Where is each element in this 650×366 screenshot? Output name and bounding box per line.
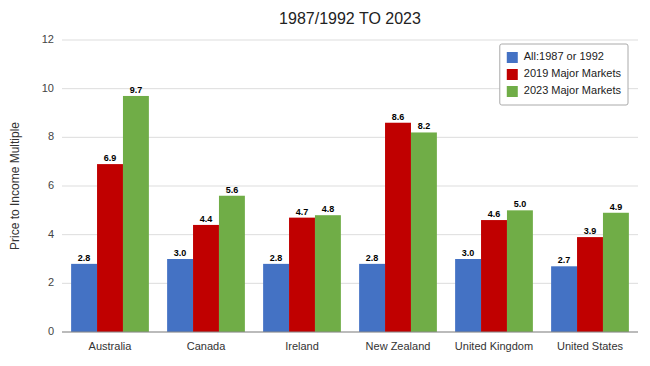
grid-line (62, 332, 638, 333)
x-axis-line (62, 332, 638, 333)
x-tick-label: Ireland (285, 340, 319, 352)
bar (219, 196, 245, 332)
y-tick-label: 8 (48, 130, 54, 142)
legend-swatch (507, 52, 518, 63)
data-label: 9.7 (130, 85, 143, 95)
data-label: 4.6 (488, 209, 501, 219)
x-tick-label: Australia (89, 340, 133, 352)
data-label: 3.0 (462, 248, 475, 258)
bar (167, 259, 193, 332)
bar (193, 225, 219, 332)
legend-label: All:1987 or 1992 (524, 50, 604, 62)
x-tick-label: New Zealand (366, 340, 431, 352)
data-label: 5.0 (514, 199, 527, 209)
bar (603, 213, 629, 332)
bar (411, 132, 437, 332)
x-tick-label: Canada (187, 340, 226, 352)
legend-swatch (507, 69, 518, 80)
bar (507, 210, 533, 332)
data-label: 2.7 (558, 255, 571, 265)
bar (71, 264, 97, 332)
legend-swatch (507, 86, 518, 97)
x-tick-label: United States (557, 340, 624, 352)
bars (71, 96, 629, 332)
bar (551, 266, 577, 332)
bar (123, 96, 149, 332)
chart: 1987/1992 TO 2023 Price to Income Multipl… (0, 0, 650, 366)
data-label: 5.6 (226, 185, 239, 195)
y-tick-label: 4 (48, 228, 54, 240)
bar (455, 259, 481, 332)
bar (289, 218, 315, 332)
bar (315, 215, 341, 332)
bar (385, 123, 411, 332)
x-tick-label: United Kingdom (455, 340, 533, 352)
data-label: 2.8 (366, 253, 379, 263)
bar (359, 264, 385, 332)
grid-line (62, 40, 638, 41)
bar (263, 264, 289, 332)
data-label: 2.8 (78, 253, 91, 263)
y-axis-label: Price to Income Multiple (8, 122, 22, 250)
y-tick-label: 12 (42, 33, 54, 45)
bar (97, 164, 123, 332)
data-label: 8.6 (392, 112, 405, 122)
legend-label: 2023 Major Markets (524, 84, 622, 96)
chart-container: 1987/1992 TO 2023 Price to Income Multipl… (0, 0, 650, 366)
legend-box (500, 44, 628, 105)
y-tick-label: 6 (48, 179, 54, 191)
y-tick-label: 2 (48, 276, 54, 288)
data-label: 3.0 (174, 248, 187, 258)
data-label: 3.9 (584, 226, 597, 236)
y-tick-label: 10 (42, 82, 54, 94)
data-labels: 2.8 3.0 2.8 2.8 3.0 2.7 6.9 4.4 4.7 8.6 4.6 3.9 9.7 5… (78, 85, 622, 265)
background (0, 0, 650, 366)
data-label: 8.2 (418, 121, 431, 131)
data-label: 4.7 (296, 207, 309, 217)
legend: All:1987 or 1992 2019 Major Markets 2023 M… (500, 44, 628, 105)
data-label: 4.4 (200, 214, 213, 224)
data-label: 4.9 (610, 202, 623, 212)
bar (577, 237, 603, 332)
bar (481, 220, 507, 332)
data-label: 2.8 (270, 253, 283, 263)
legend-label: 2019 Major Markets (524, 67, 622, 79)
data-label: 6.9 (104, 153, 117, 163)
data-label: 4.8 (322, 204, 335, 214)
title: 1987/1992 TO 2023 (279, 10, 421, 27)
y-grid (62, 40, 638, 332)
y-tick-label: 0 (48, 325, 54, 337)
